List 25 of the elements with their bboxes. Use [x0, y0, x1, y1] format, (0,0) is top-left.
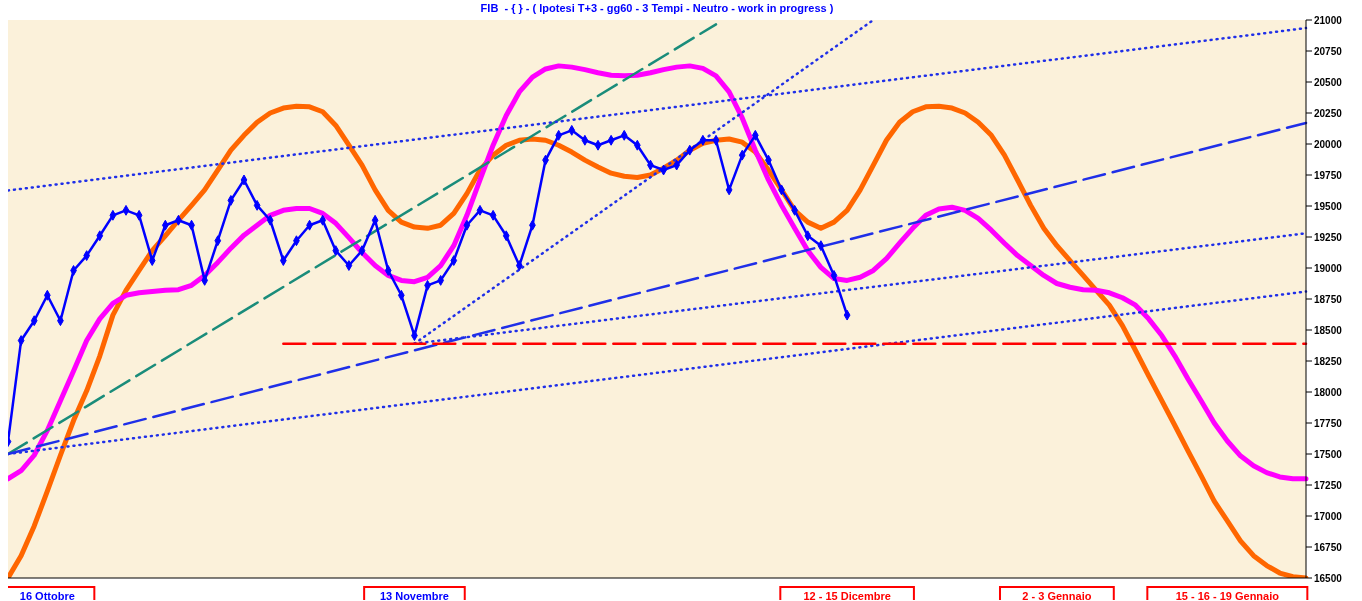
y-tick-label: 17750	[1314, 417, 1343, 429]
y-tick-label: 16750	[1314, 541, 1343, 553]
chart-title: FIB - { } - ( Ipotesi T+3 - gg60 - 3 Tempi - Neutro - work in progress )	[479, 2, 835, 14]
y-tick-label: 17500	[1314, 448, 1343, 460]
y-tick-label: 18750	[1314, 293, 1343, 305]
x-tick-label: 2 - 3 Gennaio	[1022, 590, 1092, 601]
y-tick-label: 19250	[1314, 231, 1343, 243]
x-tick-label: 12 - 15 Dicembre	[803, 590, 891, 601]
y-tick-label: 20500	[1314, 76, 1343, 88]
y-tick-label: 21000	[1314, 14, 1343, 26]
y-tick-label: 19750	[1314, 169, 1343, 181]
y-tick-label: 17250	[1314, 479, 1343, 491]
y-tick-label: 20250	[1314, 107, 1343, 119]
y-tick-label: 18500	[1314, 324, 1343, 336]
x-tick-label: 13 Novembre	[379, 590, 449, 601]
y-tick-label: 20000	[1314, 138, 1343, 150]
y-tick-label: 19500	[1314, 200, 1343, 212]
y-tick-label: 18250	[1314, 355, 1343, 367]
y-tick-label: 16500	[1314, 572, 1343, 584]
x-tick-label: 15 - 16 - 19 Gennaio	[1175, 590, 1280, 601]
y-tick-label: 18000	[1314, 386, 1343, 398]
y-tick-label: 19000	[1314, 262, 1343, 274]
y-tick-label: 17000	[1314, 510, 1343, 522]
x-tick-label: 16 Ottobre	[19, 590, 75, 601]
y-tick-label: 20750	[1314, 45, 1343, 57]
